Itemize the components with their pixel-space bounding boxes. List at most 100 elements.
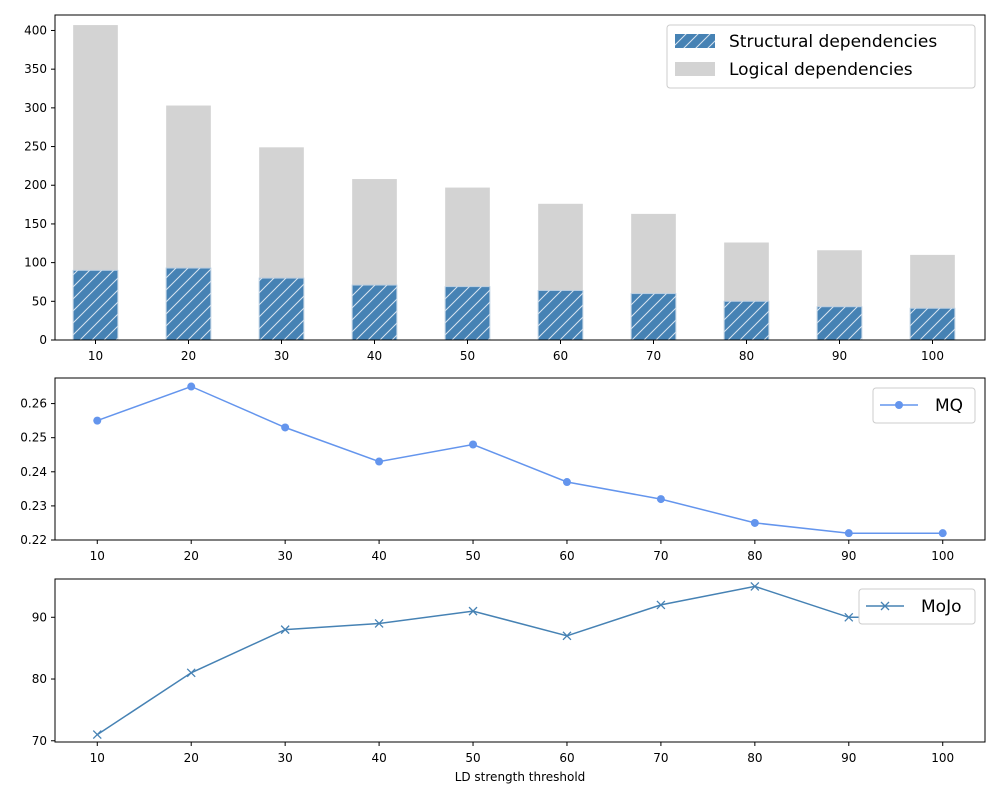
x-tick-label: 30	[278, 549, 293, 563]
y-tick-label: 0.23	[20, 499, 47, 513]
x-tick-label: 90	[841, 751, 856, 765]
data-point	[281, 423, 290, 432]
y-tick-label: 400	[24, 23, 47, 37]
legend: Structural dependencies Logical dependen…	[666, 24, 976, 89]
data-point	[93, 416, 102, 425]
mojo-line-chart: 10 20 30 40 50 60 70 80 90 100 70 80 90 MoJo LD str…	[32, 578, 986, 784]
dependency-bar-chart: 10 20 30 40 50 60 70 80 90 100 0 50 100 150 200 250 300…	[24, 14, 986, 363]
legend-marker-mq	[895, 401, 903, 409]
legend-box	[858, 588, 976, 625]
bar-structural-hatch	[73, 270, 118, 340]
x-tick-label: 80	[739, 349, 754, 363]
y-tick-label: 90	[32, 610, 47, 624]
series-line	[97, 385, 943, 534]
y-tick-label: 70	[32, 734, 47, 748]
x-tick-label: 40	[371, 751, 386, 765]
x-tick-label: 60	[559, 549, 574, 563]
x-tick-label: 50	[460, 349, 475, 363]
x-tick-label: 60	[559, 751, 574, 765]
x-axis-label: LD strength threshold	[455, 770, 586, 784]
data-point	[562, 478, 571, 487]
data-point	[750, 518, 759, 527]
bar-structural-hatch	[259, 278, 304, 340]
bar-structural-hatch	[631, 293, 676, 340]
series-line	[96, 585, 943, 736]
data-point	[187, 382, 196, 391]
data-point	[92, 730, 102, 740]
y-tick-label: 350	[24, 62, 47, 76]
legend-label-structural: Structural dependencies	[729, 32, 937, 52]
x-tick-label: 20	[181, 349, 196, 363]
data-point	[375, 457, 384, 466]
x-tick-label: 60	[553, 349, 568, 363]
legend-swatch-logical	[675, 62, 715, 76]
x-tick-label: 30	[278, 751, 293, 765]
data-point	[656, 600, 666, 610]
data-point	[186, 668, 196, 678]
y-tick-labels: 0.22 0.23 0.24 0.25 0.26	[20, 397, 55, 547]
x-tick-label: 10	[90, 751, 105, 765]
bar-structural-hatch	[817, 306, 862, 340]
data-point	[562, 631, 572, 641]
legend-swatch-structural-hatch	[675, 34, 715, 48]
x-tick-label: 70	[653, 549, 668, 563]
x-tick-labels: 10 20 30 40 50 60 70 80 90 100	[90, 742, 954, 765]
x-tick-label: 40	[371, 549, 386, 563]
bar-structural-hatch	[352, 285, 397, 340]
legend-box	[872, 387, 976, 424]
y-tick-label: 80	[32, 672, 47, 686]
plot-frame	[54, 578, 986, 743]
data-point	[656, 495, 665, 504]
x-tick-labels: 10 20 30 40 50 60 70 80 90 100	[88, 340, 944, 363]
data-point	[844, 612, 854, 622]
x-tick-label: 80	[747, 549, 762, 563]
data-point	[280, 625, 290, 635]
x-tick-label: 20	[184, 549, 199, 563]
bars-layer	[72, 25, 956, 341]
mojo-series-layer	[92, 581, 948, 740]
data-point	[750, 581, 760, 591]
legend-label-mq: MQ	[935, 396, 963, 416]
bar-structural-hatch	[910, 308, 955, 340]
data-point	[469, 440, 478, 449]
legend-label-logical: Logical dependencies	[729, 60, 913, 80]
y-tick-label: 250	[24, 140, 47, 154]
legend: MQ	[872, 387, 976, 424]
data-point	[938, 529, 947, 538]
x-tick-label: 100	[931, 549, 954, 563]
y-tick-label: 300	[24, 101, 47, 115]
x-tick-label: 10	[90, 549, 105, 563]
bar-structural-hatch	[724, 301, 769, 340]
data-point	[468, 606, 478, 616]
x-tick-label: 30	[274, 349, 289, 363]
bar-structural-hatch	[538, 290, 583, 340]
x-tick-label: 40	[367, 349, 382, 363]
data-point	[374, 618, 384, 628]
y-tick-label: 0	[39, 333, 47, 347]
bar-structural-hatch	[166, 268, 211, 340]
plot-frame	[54, 377, 986, 541]
x-tick-label: 80	[747, 751, 762, 765]
x-tick-label: 70	[653, 751, 668, 765]
data-point	[844, 529, 853, 538]
y-tick-labels: 70 80 90	[32, 610, 55, 748]
y-tick-label: 100	[24, 256, 47, 270]
y-tick-labels: 0 50 100 150 200 250 300 350 400	[24, 23, 55, 347]
x-tick-labels: 10 20 30 40 50 60 70 80 90 100	[90, 540, 954, 563]
x-tick-label: 20	[184, 751, 199, 765]
y-tick-label: 150	[24, 217, 47, 231]
y-tick-label: 50	[32, 294, 47, 308]
bar-structural-hatch	[445, 286, 490, 340]
x-tick-label: 70	[646, 349, 661, 363]
mq-series-layer	[93, 382, 947, 538]
x-tick-label: 90	[841, 549, 856, 563]
x-tick-label: 50	[465, 549, 480, 563]
y-tick-label: 0.26	[20, 397, 47, 411]
plot-frame	[54, 14, 986, 341]
legend-box	[666, 24, 976, 89]
x-tick-label: 10	[88, 349, 103, 363]
x-tick-label: 90	[832, 349, 847, 363]
legend-marker-mojo	[880, 601, 890, 611]
y-tick-label: 0.24	[20, 465, 47, 479]
